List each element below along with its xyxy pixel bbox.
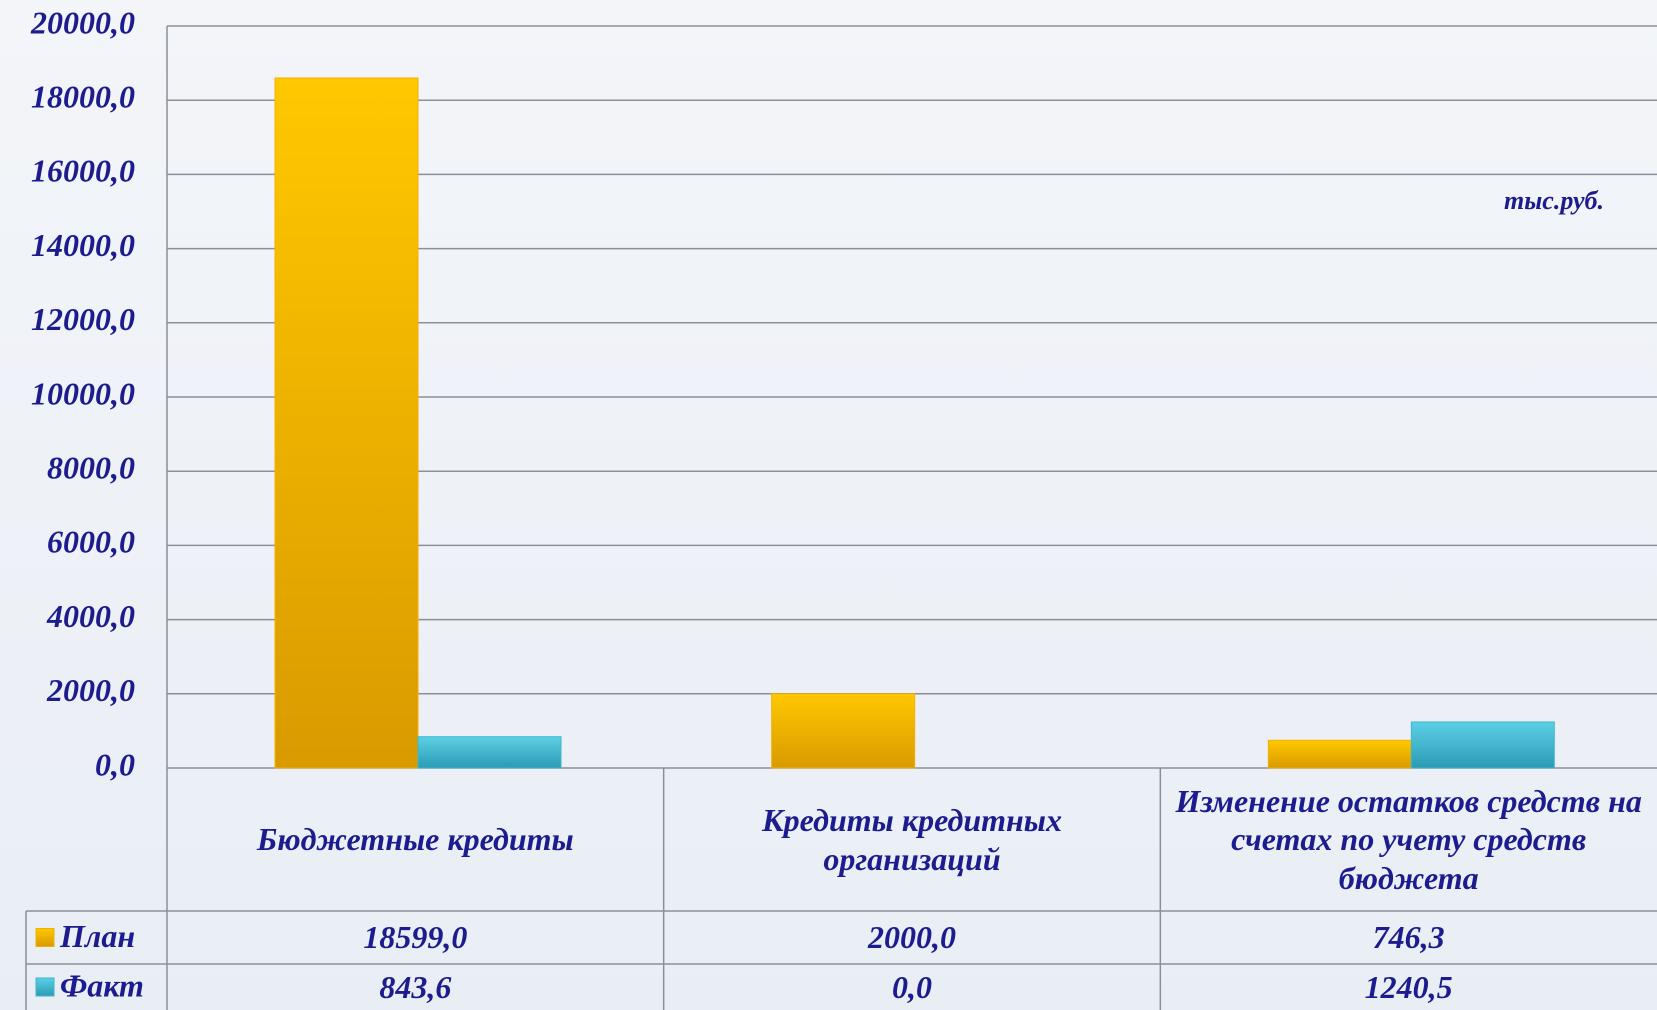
y-tick-label: 12000,0	[31, 301, 135, 337]
table-value: 0,0	[891, 968, 932, 1005]
bar	[771, 693, 916, 769]
table-value: 2000,0	[867, 919, 956, 956]
legend-swatch	[35, 977, 55, 997]
y-tick-label: 6000,0	[47, 524, 135, 560]
bar	[1267, 739, 1412, 769]
y-tick-label: 2000,0	[46, 672, 135, 708]
y-tick-label: 16000,0	[31, 153, 135, 189]
legend-label: Факт	[60, 967, 144, 1003]
y-tick-label: 20000,0	[30, 4, 135, 40]
y-tick-label: 10000,0	[31, 375, 135, 411]
y-tick-label: 4000,0	[46, 598, 135, 634]
category-label: Кредиты кредитных организаций	[761, 802, 1062, 877]
y-tick-label: 0,0	[95, 746, 135, 782]
table-value: 746,3	[1372, 919, 1445, 956]
bar	[274, 77, 419, 769]
category-label: Бюджетные кредиты	[256, 821, 574, 858]
y-tick-label: 14000,0	[31, 227, 135, 263]
category-label: Изменение остатков средств на счетах по …	[1175, 782, 1642, 896]
bar	[1410, 721, 1555, 769]
table-value: 843,6	[379, 968, 452, 1005]
table-value: 1240,5	[1364, 968, 1453, 1005]
y-tick-label: 18000,0	[31, 79, 135, 115]
legend-label: План	[59, 918, 135, 954]
y-tick-label: 8000,0	[47, 450, 135, 486]
legend-swatch	[35, 928, 55, 947]
table-value: 18599,0	[363, 919, 468, 956]
bar	[417, 736, 562, 769]
unit-annotation: тыс.руб.	[1504, 186, 1604, 215]
